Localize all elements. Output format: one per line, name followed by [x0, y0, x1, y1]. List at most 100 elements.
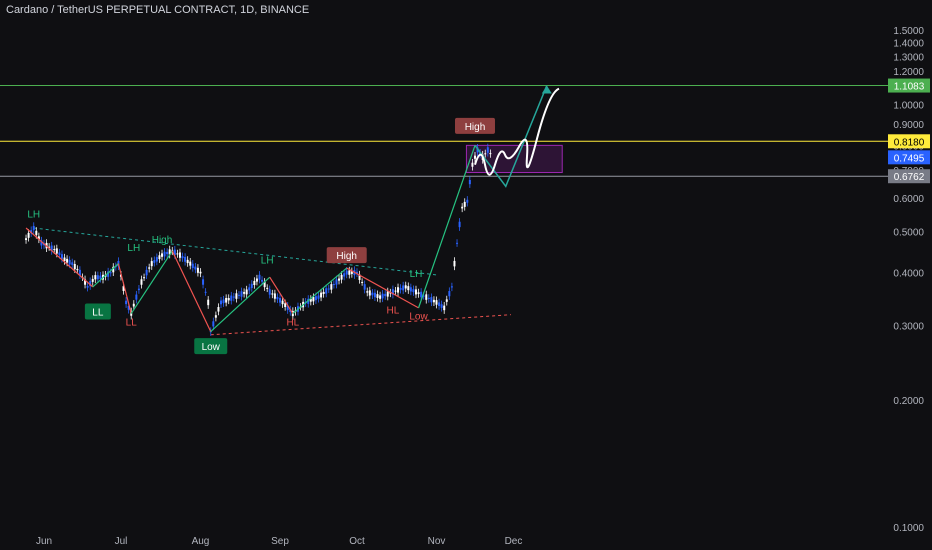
candle-body: [335, 279, 338, 285]
descending-trendline: [33, 227, 437, 276]
candle-body: [258, 274, 261, 280]
candle-body: [237, 294, 240, 296]
candle-body: [417, 292, 420, 295]
candle-body: [445, 299, 448, 302]
structure-labels: LH LL LL High LH Low LH HL High HL LH Low High: [27, 117, 495, 355]
candle-body: [473, 155, 476, 159]
candle-body: [181, 256, 184, 259]
label-box: [454, 117, 495, 134]
structure-segment: [25, 227, 94, 288]
candle-body: [484, 153, 487, 155]
candle-body: [196, 267, 199, 273]
structure-label: HL: [386, 306, 399, 317]
candle-body: [235, 293, 238, 299]
candle-body: [122, 286, 125, 291]
y-axis: 1.50001.40001.30001.20001.10001.00000.90…: [893, 26, 924, 534]
structure-label: LH: [127, 243, 140, 254]
candle-body: [189, 261, 192, 266]
candle-body: [71, 262, 74, 265]
candle-body: [435, 300, 438, 305]
candle-body: [366, 291, 369, 293]
candle-body: [348, 270, 351, 275]
candle-body: [204, 291, 207, 293]
candle-body: [40, 240, 43, 246]
structure-label: LL: [92, 308, 104, 319]
candle-body: [407, 286, 410, 291]
candle-body: [284, 303, 287, 308]
y-tick-label: 0.9000: [893, 120, 924, 131]
candle-body: [276, 296, 279, 300]
candle-body: [427, 297, 430, 299]
y-tick-label: 0.2000: [893, 396, 924, 407]
candle-body: [468, 179, 471, 185]
candle-body: [55, 248, 58, 254]
candle-body: [361, 281, 364, 283]
candle-body: [248, 287, 251, 291]
price-tag: [888, 150, 930, 165]
structure-segment: [171, 250, 212, 332]
candle-body: [132, 303, 135, 307]
price-tag-label: 0.7495: [894, 153, 925, 164]
candle-body: [60, 254, 63, 259]
candle-body: [168, 249, 171, 255]
x-tick-label: Sep: [271, 536, 289, 547]
candle-body: [145, 269, 148, 276]
candle-body: [63, 257, 66, 262]
candle-body: [338, 278, 341, 281]
candle-body: [153, 260, 156, 263]
candle-body: [412, 289, 415, 293]
candle-body: [394, 290, 397, 292]
candle-body: [312, 297, 315, 302]
candle-body: [140, 279, 143, 285]
candle-body: [402, 285, 405, 291]
candle-body: [163, 251, 166, 257]
candle-body: [212, 321, 215, 327]
candle-body: [58, 252, 61, 255]
candle-body: [255, 278, 258, 282]
candle-body: [443, 305, 446, 311]
candle-body: [476, 147, 479, 153]
candle-body: [409, 287, 412, 292]
candle-body: [397, 287, 400, 293]
candle-body: [450, 286, 453, 288]
candle-body: [25, 238, 28, 241]
candle-body: [91, 278, 94, 282]
candle-body: [438, 302, 441, 307]
candle-body: [135, 294, 138, 300]
candle-body: [217, 307, 220, 312]
candle-body: [345, 270, 348, 275]
x-tick-label: Nov: [428, 536, 446, 547]
candle-body: [245, 289, 248, 295]
candle-body: [112, 266, 115, 273]
candle-body: [32, 225, 35, 231]
candle-body: [458, 221, 461, 228]
y-tick-label: 1.3000: [893, 52, 924, 63]
candle-body: [143, 277, 146, 279]
candle-body: [268, 289, 271, 295]
structure-label: Low: [409, 311, 428, 322]
candle-body: [266, 287, 269, 289]
price-tag: [888, 169, 930, 184]
candle-body: [73, 263, 76, 270]
candle-body: [161, 253, 164, 257]
candle-body: [89, 281, 92, 287]
candle-body: [422, 295, 425, 297]
candle-body: [155, 257, 158, 262]
candle-body: [489, 153, 492, 155]
projected-path: [474, 87, 560, 176]
candle-body: [86, 286, 89, 288]
candle-body: [430, 297, 433, 303]
candle-body: [214, 315, 217, 318]
candle-body: [320, 292, 323, 298]
candle-body: [99, 275, 102, 279]
y-tick-label: 1.5000: [893, 26, 924, 37]
candle-body: [358, 274, 361, 280]
candle-body: [137, 288, 140, 291]
price-tags: 1.1083 0.8180 0.7495 0.6762: [888, 78, 930, 184]
structure-label: LH: [261, 256, 274, 267]
x-tick-label: Jun: [36, 536, 52, 547]
candle-body: [291, 310, 294, 317]
label-box: [84, 303, 111, 320]
candle-body: [261, 279, 264, 282]
